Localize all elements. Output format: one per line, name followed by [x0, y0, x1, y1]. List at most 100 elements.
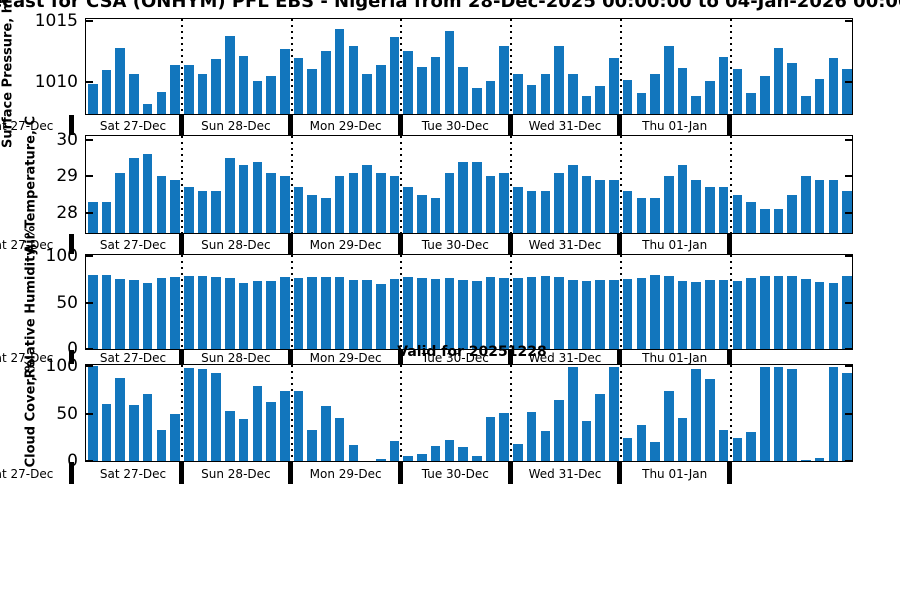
- bar: [101, 275, 112, 349]
- day-boundary-tick: [727, 462, 733, 484]
- day-gridline: [400, 365, 403, 461]
- bar: [554, 277, 564, 349]
- y-tick: [86, 138, 93, 141]
- bar: [801, 96, 811, 114]
- bar: [828, 367, 839, 461]
- bar: [718, 280, 729, 349]
- air-temperature-plot: [85, 135, 853, 234]
- bar: [636, 198, 647, 233]
- day-label: Tue 30-Dec: [421, 238, 489, 252]
- day-boundary-tick: [397, 234, 403, 254]
- bar: [691, 96, 701, 114]
- day-gridline: [181, 365, 183, 461]
- bar: [197, 191, 208, 233]
- bar: [773, 209, 784, 233]
- bar: [499, 278, 509, 349]
- bar: [773, 276, 784, 349]
- y-tick-label: 50: [56, 292, 78, 313]
- y-tick: [86, 412, 93, 415]
- bar: [417, 67, 427, 114]
- bar: [101, 404, 112, 461]
- bar: [842, 276, 852, 349]
- bar: [238, 419, 249, 461]
- day-boundary-tick: [397, 350, 403, 364]
- day-label: Mon 29-Dec: [309, 351, 382, 365]
- bar: [650, 275, 660, 349]
- y-tick: [845, 301, 852, 304]
- day-label-clipped: Sat 27-Dec: [0, 119, 54, 133]
- day-boundary-tick: [178, 462, 184, 484]
- y-tick: [845, 348, 852, 350]
- bar: [238, 165, 249, 233]
- bar: [485, 176, 496, 233]
- bar: [458, 447, 468, 461]
- bar: [636, 93, 647, 114]
- bar: [609, 180, 619, 233]
- bar: [650, 74, 660, 114]
- y-tick: [86, 211, 93, 214]
- bar: [211, 373, 221, 461]
- day-label: Mon 29-Dec: [309, 467, 382, 481]
- y-tick: [86, 81, 93, 84]
- bar: [568, 367, 578, 461]
- bar: [705, 379, 715, 461]
- day-boundary-tick: [617, 115, 623, 135]
- bar: [115, 173, 125, 233]
- bar: [760, 367, 770, 461]
- bar: [88, 84, 98, 114]
- bar: [170, 277, 180, 349]
- bar: [293, 391, 304, 461]
- day-boundary-tick: [507, 234, 513, 254]
- day-label: Tue 30-Dec: [421, 467, 489, 481]
- relative-humidity-ylabel: Relative Humidity, %: [23, 225, 39, 379]
- bar: [595, 86, 605, 114]
- bar: [472, 281, 482, 349]
- bar: [211, 277, 221, 349]
- bar: [499, 46, 509, 114]
- bar: [622, 80, 633, 114]
- bar: [376, 284, 386, 349]
- y-tick: [86, 301, 93, 304]
- bar: [211, 191, 221, 233]
- bar: [307, 69, 317, 114]
- bar: [554, 46, 564, 114]
- bar: [101, 202, 112, 233]
- bar: [362, 280, 372, 349]
- bar: [129, 280, 139, 349]
- day-gridline: [400, 136, 403, 233]
- bar: [568, 165, 578, 233]
- bar: [184, 187, 194, 233]
- day-gridline: [290, 136, 293, 233]
- bar: [142, 283, 153, 349]
- bar: [321, 277, 331, 349]
- bar: [293, 58, 304, 114]
- day-boundary-tick: [507, 115, 513, 135]
- cloud-cover-plot: [85, 364, 853, 462]
- bar: [650, 442, 660, 461]
- bar: [540, 191, 551, 233]
- day-label-clipped: Sat 27-Dec: [0, 467, 54, 481]
- bar: [526, 191, 537, 233]
- bar: [718, 57, 729, 114]
- day-label: Sat 27-Dec: [99, 467, 167, 481]
- bar: [293, 278, 304, 349]
- bar: [403, 51, 413, 114]
- day-boundary-tick: [288, 462, 294, 484]
- day-label: Wed 31-Dec: [528, 467, 602, 481]
- bar: [472, 88, 482, 114]
- bar: [334, 418, 345, 461]
- bar: [732, 69, 743, 114]
- bar: [718, 187, 729, 233]
- bar: [444, 173, 455, 233]
- day-gridline: [181, 136, 183, 233]
- day-label: Thu 01-Jan: [642, 238, 708, 252]
- day-gridline: [729, 19, 732, 114]
- bar: [142, 154, 153, 233]
- bar: [101, 70, 112, 114]
- day-label: Wed 31-Dec: [528, 119, 602, 133]
- bar: [595, 280, 605, 349]
- bar: [581, 96, 592, 114]
- day-gridline: [619, 136, 622, 233]
- bar: [252, 162, 263, 233]
- bar: [389, 441, 400, 461]
